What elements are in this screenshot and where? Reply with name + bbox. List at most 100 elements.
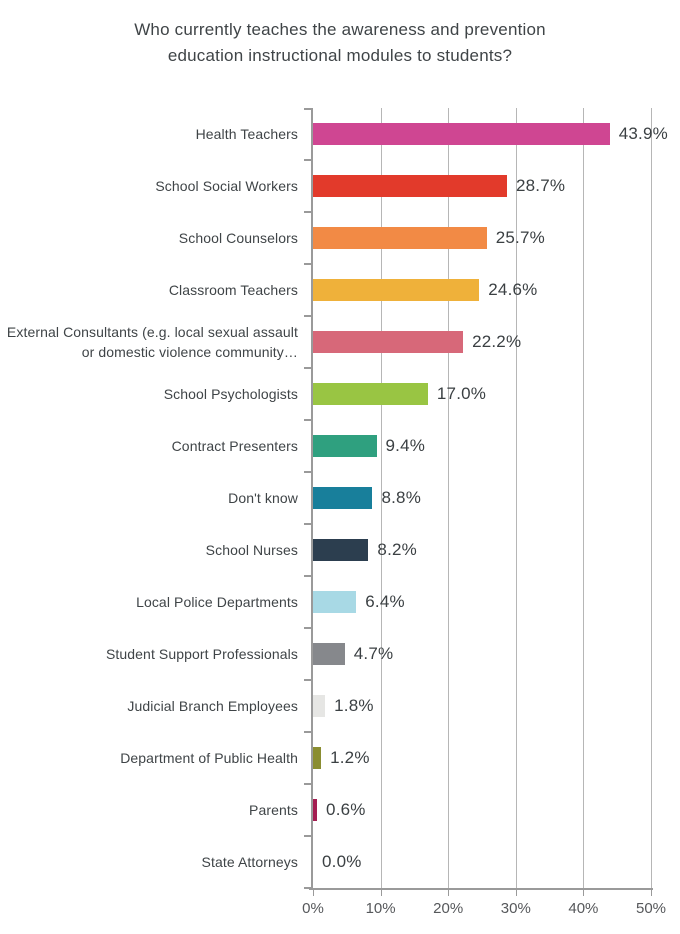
chart-row: School Counselors 25.7% xyxy=(0,212,680,264)
axis-tick xyxy=(304,627,311,629)
bar xyxy=(313,123,610,145)
axis-tick xyxy=(304,523,311,525)
axis-tick xyxy=(380,890,382,896)
chart-row: School Psychologists 17.0% xyxy=(0,368,680,420)
axis-tick xyxy=(304,731,311,733)
chart-row: Classroom Teachers 24.6% xyxy=(0,264,680,316)
chart-row: Don't know 8.8% xyxy=(0,472,680,524)
x-tick-label: 0% xyxy=(302,900,324,917)
chart-row: Health Teachers 43.9% xyxy=(0,108,680,160)
bar-track: 22.2% xyxy=(313,316,651,368)
axis-tick xyxy=(304,679,311,681)
chart-row: Contract Presenters 9.4% xyxy=(0,420,680,472)
bar xyxy=(313,539,369,561)
value-label: 43.9% xyxy=(618,124,668,143)
bar xyxy=(313,695,326,717)
gridline xyxy=(651,108,652,888)
category-label: Don't know xyxy=(228,489,298,506)
chart-title: Who currently teaches the awareness and … xyxy=(134,20,546,65)
category-label: Health Teachers xyxy=(195,125,298,142)
bar xyxy=(313,591,357,613)
chart-rows: Health Teachers 43.9% School Social Worker… xyxy=(0,108,680,888)
x-tick-label: 10% xyxy=(365,900,396,917)
bar-track: 1.8% xyxy=(313,680,651,732)
chart-row: Judicial Branch Employees 1.8% xyxy=(0,680,680,732)
bar-track: 43.9% xyxy=(313,108,668,160)
bar-track: 25.7% xyxy=(313,212,651,264)
value-label: 24.6% xyxy=(488,280,538,299)
bar xyxy=(313,175,507,197)
axis-tick xyxy=(304,887,311,889)
chart-row: State Attorneys 0.0% xyxy=(0,836,680,888)
category-label: Contract Presenters xyxy=(171,437,298,454)
axis-tick xyxy=(304,835,311,837)
axis-tick xyxy=(651,890,652,896)
chart-row: External Consultants (e.g. local sexual … xyxy=(0,316,680,368)
bar-track: 1.2% xyxy=(313,732,651,784)
x-axis-line xyxy=(309,888,653,890)
bar-track: 28.7% xyxy=(313,160,651,212)
value-label: 4.7% xyxy=(353,644,394,663)
axis-tick xyxy=(304,471,311,473)
x-tick-label: 30% xyxy=(500,900,531,917)
value-label: 17.0% xyxy=(436,384,487,403)
category-label: Judicial Branch Employees xyxy=(127,697,298,714)
value-label: 1.2% xyxy=(330,748,370,767)
category-label: Local Police Departments xyxy=(136,593,298,610)
value-label: 6.4% xyxy=(365,592,405,611)
value-label: 0.6% xyxy=(326,800,366,819)
bar xyxy=(313,487,373,509)
bar-track: 0.0% xyxy=(313,836,651,888)
gridline xyxy=(380,108,382,888)
axis-tick xyxy=(448,890,450,896)
category-label: Student Support Professionals xyxy=(105,645,298,662)
axis-tick xyxy=(304,263,311,265)
axis-tick xyxy=(304,419,311,421)
gridline xyxy=(583,108,585,888)
axis-tick xyxy=(515,890,517,896)
axis-tick xyxy=(304,211,311,213)
bar-track: 9.4% xyxy=(313,420,651,472)
bar xyxy=(313,799,318,821)
axis-tick xyxy=(304,159,311,161)
category-label: External Consultants (e.g. local sexual … xyxy=(6,323,298,360)
value-label: 22.2% xyxy=(472,332,522,351)
axis-tick xyxy=(304,108,311,110)
value-label: 25.7% xyxy=(495,228,545,247)
category-label: Classroom Teachers xyxy=(168,281,298,298)
category-label: Department of Public Health xyxy=(120,749,298,766)
x-tick-label: 50% xyxy=(635,900,667,917)
axis-tick xyxy=(304,315,311,317)
bar-track: 17.0% xyxy=(313,368,651,420)
bar xyxy=(313,747,322,769)
axis-tick xyxy=(304,367,311,369)
category-label: Parents xyxy=(249,801,298,818)
category-label: School Nurses xyxy=(205,541,298,558)
bar-track: 4.7% xyxy=(313,628,651,680)
y-axis-ticks xyxy=(304,108,311,890)
bar-track: 8.8% xyxy=(313,472,651,524)
chart-row: Parents 0.6% xyxy=(0,784,680,836)
bar-track: 0.6% xyxy=(313,784,651,836)
grid-layer xyxy=(313,108,652,888)
chart-row: School Nurses 8.2% xyxy=(0,524,680,576)
bar-track: 6.4% xyxy=(313,576,651,628)
bar xyxy=(313,435,377,457)
value-label: 0.0% xyxy=(322,852,362,871)
axis-tick xyxy=(313,890,314,896)
value-label: 8.8% xyxy=(381,488,422,507)
chart-row: School Social Workers 28.7% xyxy=(0,160,680,212)
value-label: 1.8% xyxy=(334,696,374,715)
bar-chart: Health Teachers 43.9% School Social Worker… xyxy=(0,108,680,934)
value-label: 28.7% xyxy=(516,176,566,195)
chart-row: Department of Public Health 1.2% xyxy=(0,732,680,784)
bar xyxy=(313,227,487,249)
gridline xyxy=(515,108,517,888)
bar xyxy=(313,383,428,405)
chart-row: Student Support Professionals 4.7% xyxy=(0,628,680,680)
x-tick-label: 20% xyxy=(433,900,464,917)
value-label: 9.4% xyxy=(385,436,426,455)
bar-track: 8.2% xyxy=(313,524,651,576)
bar xyxy=(313,279,480,301)
bar xyxy=(313,331,464,353)
